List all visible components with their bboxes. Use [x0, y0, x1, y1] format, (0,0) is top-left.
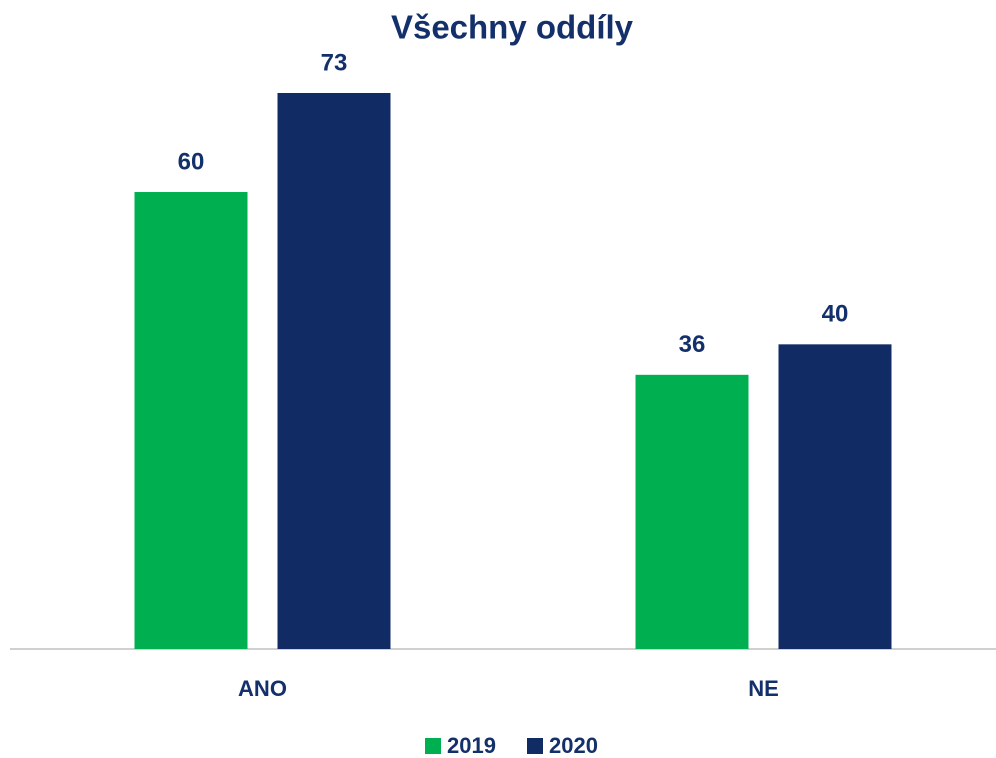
- legend-swatch: [425, 738, 441, 754]
- chart-title: Všechny oddíly: [391, 9, 634, 46]
- x-tick-label: NE: [748, 676, 779, 701]
- legend-swatch: [527, 738, 543, 754]
- data-label: 40: [822, 301, 849, 328]
- data-label: 60: [178, 148, 205, 175]
- bar: [778, 344, 892, 649]
- x-tick-label: ANO: [238, 676, 287, 701]
- bar: [635, 374, 749, 649]
- legend-label: 2020: [549, 733, 598, 758]
- bar: [134, 192, 248, 649]
- data-label: 73: [321, 49, 348, 76]
- legend-label: 2019: [447, 733, 496, 758]
- bar: [277, 93, 391, 649]
- data-label: 36: [679, 331, 706, 358]
